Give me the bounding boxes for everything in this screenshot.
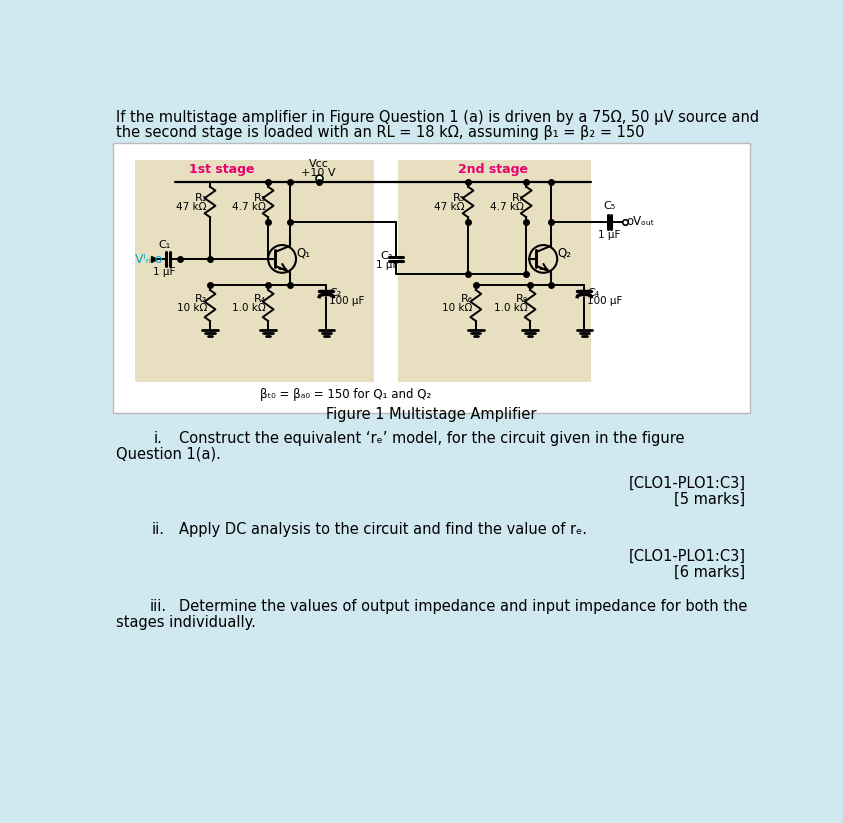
Text: R₆: R₆ [460,295,473,305]
Text: +10 V: +10 V [301,168,336,178]
Text: 4.7 kΩ: 4.7 kΩ [232,202,266,212]
Text: Vᴄᴄ: Vᴄᴄ [309,159,329,169]
Text: stages individually.: stages individually. [116,615,256,630]
Text: 1st stage: 1st stage [189,164,255,176]
Text: 100 μF: 100 μF [330,296,365,306]
Text: R₁: R₁ [195,193,207,203]
Text: Determine the values of output impedance and input impedance for both the: Determine the values of output impedance… [179,599,748,614]
Text: Question 1(a).: Question 1(a). [116,447,221,462]
Text: R₈: R₈ [516,295,528,305]
Text: R₅: R₅ [453,193,465,203]
Text: Vᴵₙ o: Vᴵₙ o [135,253,162,266]
Text: the second stage is loaded with an RL = 18 kΩ, assuming β₁ = β₂ = 150: the second stage is loaded with an RL = … [116,125,645,140]
Text: If the multistage amplifier in Figure Question 1 (a) is driven by a 75Ω, 50 μV s: If the multistage amplifier in Figure Qu… [116,109,760,124]
Text: 100 μF: 100 μF [588,296,623,306]
Text: 4.7 kΩ: 4.7 kΩ [490,202,524,212]
Text: R₂: R₂ [195,295,207,305]
Text: ii.: ii. [152,523,164,537]
Text: i.: i. [153,431,163,446]
Text: [5 marks]: [5 marks] [674,491,745,506]
Text: βₜ₀ = βₐ₀ = 150 for Q₁ and Q₂: βₜ₀ = βₐ₀ = 150 for Q₁ and Q₂ [260,388,432,401]
Text: R₄: R₄ [254,295,266,305]
Text: 1 μF: 1 μF [375,260,398,271]
Text: Figure 1 Multistage Amplifier: Figure 1 Multistage Amplifier [326,407,537,421]
Text: 47 kΩ: 47 kΩ [176,202,207,212]
Text: 47 kΩ: 47 kΩ [434,202,465,212]
Text: iii.: iii. [149,599,167,614]
Text: Construct the equivalent ‘rₑ’ model, for the circuit given in the figure: Construct the equivalent ‘rₑ’ model, for… [179,431,685,446]
Text: [CLO1-PLO1:C3]: [CLO1-PLO1:C3] [629,549,745,565]
Text: R₃: R₃ [254,193,266,203]
Text: 2nd stage: 2nd stage [458,164,528,176]
Text: C₃: C₃ [380,251,393,261]
FancyBboxPatch shape [135,160,373,382]
Text: 10 kΩ: 10 kΩ [443,303,473,313]
Text: 1 μF: 1 μF [153,267,175,277]
Text: 1 μF: 1 μF [598,230,620,239]
Text: 1.0 kΩ: 1.0 kΩ [494,303,528,313]
Text: 10 kΩ: 10 kΩ [176,303,207,313]
Text: R₇: R₇ [512,193,524,203]
Text: Apply DC analysis to the circuit and find the value of rₑ.: Apply DC analysis to the circuit and fin… [179,523,587,537]
Text: Q₁: Q₁ [296,246,310,259]
Text: Q₂: Q₂ [557,246,572,259]
Text: [6 marks]: [6 marks] [674,565,745,579]
Text: [CLO1-PLO1:C3]: [CLO1-PLO1:C3] [629,476,745,491]
FancyBboxPatch shape [399,160,591,382]
Text: C₂: C₂ [330,288,341,298]
Text: 1.0 kΩ: 1.0 kΩ [232,303,266,313]
Text: C₅: C₅ [603,201,615,212]
Text: C₄: C₄ [588,288,599,298]
Text: oVₒᵤₜ: oVₒᵤₜ [626,216,654,229]
FancyBboxPatch shape [113,143,750,413]
Text: C₁: C₁ [158,239,170,249]
